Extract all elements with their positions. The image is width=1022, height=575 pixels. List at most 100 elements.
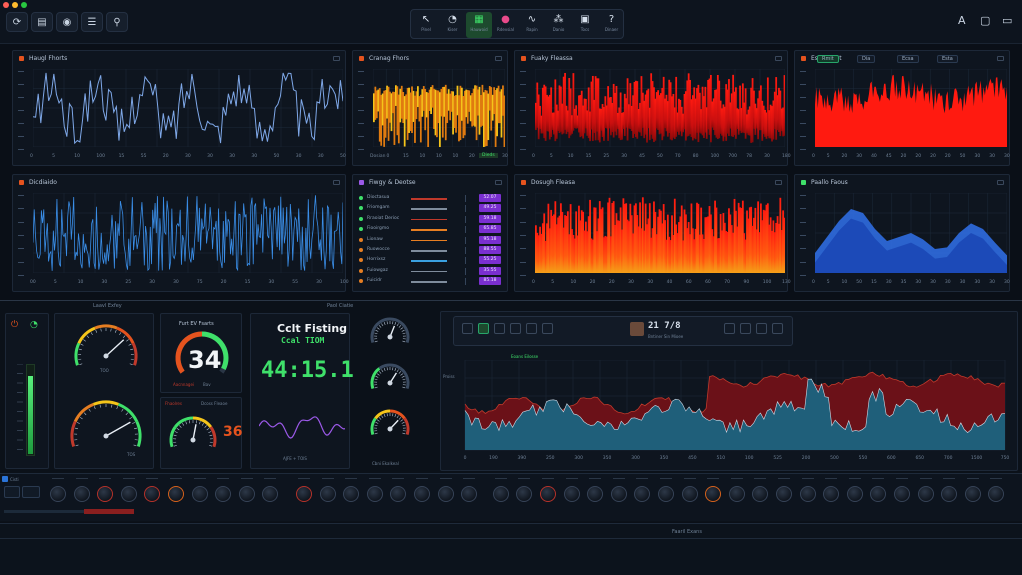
mixer-knob[interactable]	[319, 486, 336, 502]
stats-icon[interactable]	[756, 323, 767, 334]
mixer-knob[interactable]	[846, 486, 863, 502]
mixer-knob[interactable]	[941, 486, 958, 502]
mixer-knob[interactable]	[705, 486, 722, 502]
caret-icon[interactable]	[542, 323, 553, 334]
mixer-knob[interactable]	[120, 486, 137, 502]
mixer-knob[interactable]	[681, 486, 698, 502]
mixer-knob[interactable]	[587, 486, 604, 502]
mixer-knob[interactable]	[894, 486, 910, 502]
mixer-knob[interactable]	[492, 486, 509, 502]
toggle-icon[interactable]	[478, 323, 489, 334]
panel-menu-icon[interactable]	[775, 180, 782, 185]
tool-help[interactable]: ? Dinaer	[599, 12, 625, 38]
mixer-knob[interactable]	[728, 486, 745, 502]
tool-record[interactable]: ● Rdevsial	[493, 12, 519, 38]
mixer-knob[interactable]	[870, 486, 887, 502]
mixer-mode-button-2[interactable]	[22, 486, 40, 498]
list-item-badge[interactable]: 35.55	[479, 266, 501, 275]
panel-menu-icon[interactable]	[997, 180, 1004, 185]
gauge-small-icon[interactable]: ◔	[30, 320, 38, 330]
mixer-knob[interactable]	[238, 486, 255, 502]
list-item-badge[interactable]: 55.25	[479, 256, 501, 265]
tool-gauge[interactable]: ◔ Kiser	[440, 12, 466, 38]
filter-icon[interactable]: ⚲	[106, 12, 128, 32]
mixer-knob[interactable]	[191, 486, 208, 502]
window-icon[interactable]: ▢	[980, 14, 991, 27]
document-icon[interactable]: ▤	[31, 12, 53, 32]
mixer-knob[interactable]	[752, 486, 769, 502]
refresh-icon[interactable]: ⟳	[6, 12, 28, 32]
mixer-mode-button-1[interactable]	[4, 486, 20, 498]
text-icon[interactable]: A	[958, 14, 966, 27]
panel-chip[interactable]: Esta	[937, 55, 958, 63]
mixer-knob[interactable]	[610, 486, 627, 502]
mixer-knob[interactable]	[563, 486, 580, 502]
mixer-knob[interactable]	[437, 486, 454, 502]
tool-pointer[interactable]: ↖ Pinel	[413, 12, 439, 38]
mixer-fader-rail[interactable]	[4, 509, 134, 514]
clock-icon[interactable]	[510, 323, 521, 334]
tool-wave[interactable]: ∿ Rapin	[519, 12, 545, 38]
mixer-knob[interactable]	[988, 486, 1005, 502]
list-item-badge[interactable]: 49.25	[479, 204, 501, 213]
mixer-knob[interactable]	[390, 486, 407, 502]
gauge-tick	[376, 373, 380, 376]
list-item-badge[interactable]: 88.55	[479, 246, 501, 254]
mixer-knob[interactable]	[540, 486, 556, 502]
panel-menu-icon[interactable]	[775, 56, 782, 61]
power-icon[interactable]: ⏻	[11, 320, 19, 330]
mixer-knob[interactable]	[461, 486, 478, 502]
mixer-channel-icon[interactable]	[2, 476, 8, 482]
lock-icon[interactable]	[724, 323, 735, 334]
maximize-window-button[interactable]	[21, 2, 27, 8]
close-window-button[interactable]	[3, 2, 9, 8]
mixer-knob[interactable]	[823, 486, 840, 502]
tool-nodes[interactable]: ⁂ Danio	[546, 12, 572, 38]
mixer-knob[interactable]	[215, 486, 232, 502]
mixer-knob[interactable]	[73, 486, 90, 502]
list-item-badge[interactable]: 59.18	[479, 214, 501, 223]
mixer-knob[interactable]	[776, 486, 792, 502]
mixer-knob[interactable]	[634, 486, 651, 502]
monitor-icon[interactable]: ▭	[1002, 14, 1013, 27]
avatar[interactable]	[630, 322, 644, 336]
layer-icon[interactable]	[494, 323, 505, 334]
list-item-badge[interactable]: 95.18	[479, 235, 501, 244]
panel-chip[interactable]: Ecsa	[897, 55, 919, 63]
panel-chip[interactable]: Dia	[857, 55, 876, 63]
mixer-knob[interactable]	[658, 486, 674, 502]
panel-menu-icon[interactable]	[997, 56, 1004, 61]
mixer-knob[interactable]	[964, 486, 981, 502]
list-icon[interactable]: ☰	[81, 12, 103, 32]
area-chart: 0 190 390 250 300 350 300 350 450 510 100 525 200 500…	[464, 360, 1009, 461]
mixer-knob[interactable]	[414, 486, 430, 502]
panel-badge[interactable]: Dieds	[479, 153, 498, 158]
panel-chip[interactable]: Rmit	[817, 55, 839, 63]
chart-icon[interactable]	[462, 323, 473, 334]
link-icon[interactable]	[740, 323, 751, 334]
list-item-badge[interactable]: 52.07	[479, 194, 501, 202]
mixer-knob[interactable]	[917, 486, 934, 502]
mixer-knob[interactable]	[343, 486, 360, 502]
list-item-badge[interactable]: 65.85	[479, 225, 501, 234]
mixer-knob[interactable]	[168, 486, 184, 502]
tool-grid[interactable]: ▦ Hauwoid	[466, 12, 492, 38]
panel-menu-icon[interactable]	[495, 180, 502, 185]
mixer-knob[interactable]	[799, 486, 816, 502]
panel-menu-icon[interactable]	[333, 180, 340, 185]
mixer-knob[interactable]	[516, 486, 533, 502]
list-item-badge[interactable]: 85.18	[479, 277, 501, 286]
mixer-knob[interactable]	[296, 486, 312, 502]
eye-icon[interactable]: ◉	[56, 12, 78, 32]
search-icon[interactable]	[526, 323, 537, 334]
mixer-knob[interactable]	[366, 486, 383, 502]
comment-icon[interactable]	[772, 323, 783, 334]
mixer-knob[interactable]	[50, 486, 66, 502]
mixer-knob[interactable]	[262, 486, 279, 502]
tool-tiles[interactable]: ▣ Tocs	[572, 12, 598, 38]
mixer-knob[interactable]	[97, 486, 114, 502]
panel-menu-icon[interactable]	[495, 56, 502, 61]
panel-menu-icon[interactable]	[333, 56, 340, 61]
minimize-window-button[interactable]	[12, 2, 18, 8]
mixer-knob[interactable]	[144, 486, 161, 502]
